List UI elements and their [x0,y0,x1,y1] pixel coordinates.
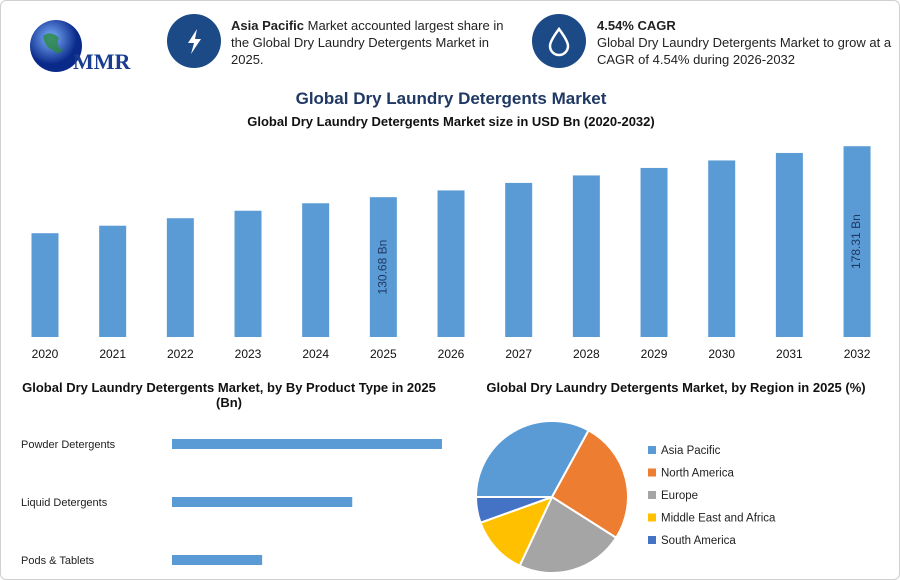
x-tick-label: 2025 [370,347,397,361]
bar [302,203,330,337]
bar [505,182,533,337]
chart-title: Global Dry Laundry Detergents Market, by… [22,380,436,410]
bar [572,175,600,337]
bar [166,218,194,337]
bar [369,197,397,337]
logo-land [43,33,63,53]
legend-swatch [648,491,656,499]
bar [172,555,263,565]
icon-bolt [188,29,201,54]
x-tick-label: 2024 [302,347,329,361]
value-label: 130.68 Bn [376,240,390,295]
bar [437,190,465,337]
pie-slice [474,420,590,498]
x-tick-label: 2028 [573,347,600,361]
legend-swatch [648,446,656,454]
y-tick-label: Pods & Tablets [21,555,95,567]
pie-slice [550,429,629,540]
x-tick-label: 2026 [438,347,465,361]
bar [234,210,262,337]
icon-circle [532,14,586,68]
bar [172,439,442,449]
x-tick-label: 2021 [99,347,126,361]
info-text: Market accounted largest share in the Gl… [231,18,504,67]
y-tick-label: Liquid Detergents [21,497,108,509]
bar [99,225,127,337]
bar [775,152,803,337]
legend-label: Europe [661,490,698,502]
icon-drop [548,26,570,57]
pie-slice [474,496,553,525]
bar [843,146,871,337]
info-text: Global Dry Laundry Detergents Market to … [597,35,892,67]
chart-title: Global Dry Laundry Detergents Market siz… [247,114,655,129]
info-highlight: Asia Pacific [231,18,304,33]
info-highlight: 4.54% CAGR [597,18,676,33]
legend-label: North America [661,468,734,480]
x-tick-label: 2031 [776,347,803,361]
chart-title: Global Dry Laundry Detergents Market, by… [486,380,866,395]
y-tick-label: Powder Detergents [21,439,116,451]
legend-label: South America [661,535,736,547]
main-title: Global Dry Laundry Detergents Market [295,89,607,108]
x-tick-label: 2030 [708,347,735,361]
info-box: Asia Pacific Market accounted largest sh… [231,17,521,68]
value-label: 178.31 Bn [849,214,863,269]
legend-swatch [648,468,656,477]
legend-label: Middle East and Africa [661,513,776,525]
bar [31,233,59,337]
info-box: 4.54% CAGR Global Dry Laundry Detergents … [597,17,892,68]
x-tick-label: 2029 [641,347,668,361]
legend-swatch [648,513,656,522]
logo-text: MMR [73,49,131,74]
bar [640,167,668,337]
legend-label: Asia Pacific [661,445,721,457]
x-tick-label: 2022 [167,347,194,361]
bar [708,160,736,337]
bar [172,497,353,507]
legend-swatch [648,536,656,544]
x-tick-label: 2020 [32,347,59,361]
x-tick-label: 2032 [844,347,871,361]
x-tick-label: 2027 [505,347,532,361]
pie-slice [479,495,554,568]
x-tick-label: 2023 [235,347,262,361]
